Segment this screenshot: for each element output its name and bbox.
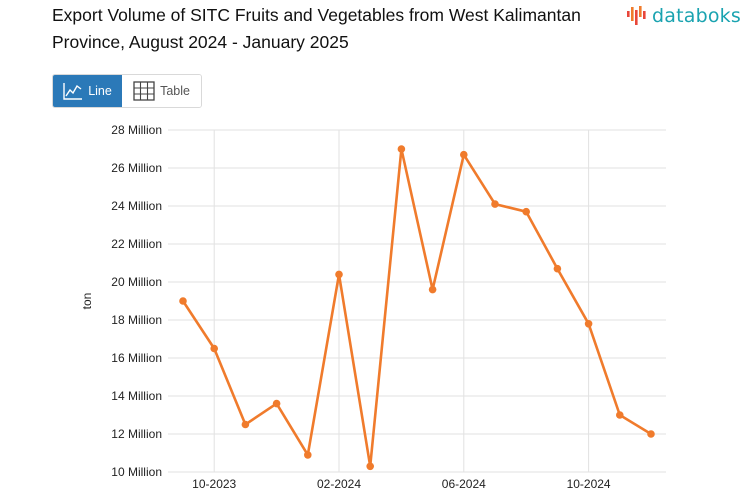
data-point[interactable]: [210, 344, 218, 353]
y-tick-label: 26 Million: [111, 161, 162, 175]
view-toggle: Line Table: [52, 74, 202, 108]
data-point[interactable]: [272, 399, 281, 408]
data-point[interactable]: [460, 150, 468, 159]
data-point[interactable]: [241, 420, 250, 429]
data-points: [179, 145, 655, 471]
y-tick-label: 22 Million: [111, 237, 162, 251]
data-point[interactable]: [491, 200, 499, 208]
x-axis: 10-2023 02-2024 06-2024 10-2024: [192, 477, 611, 491]
logo-text: databoks: [652, 5, 741, 27]
y-axis-label: ton: [80, 293, 94, 310]
data-point[interactable]: [366, 462, 375, 471]
y-axis: 10 Million 12 Million 14 Million 16 Million…: [111, 123, 162, 479]
line-view-button[interactable]: Line: [53, 75, 123, 107]
table-view-label: Table: [160, 84, 190, 98]
table-view-button[interactable]: Table: [122, 75, 201, 107]
line-chart-icon: [63, 83, 83, 100]
series-line: [181, 147, 652, 468]
data-point[interactable]: [616, 411, 624, 419]
data-point[interactable]: [647, 430, 655, 438]
y-tick-label: 18 Million: [111, 313, 162, 327]
y-tick-label: 14 Million: [111, 389, 162, 403]
data-point[interactable]: [179, 297, 187, 305]
y-tick-label: 24 Million: [111, 199, 162, 213]
x-tick-label: 02-2024: [317, 477, 361, 491]
data-point[interactable]: [397, 145, 406, 153]
data-point[interactable]: [553, 264, 562, 273]
data-point[interactable]: [522, 207, 530, 216]
y-tick-label: 28 Million: [111, 123, 162, 137]
data-point[interactable]: [428, 285, 437, 294]
x-tick-label: 10-2023: [192, 477, 236, 491]
data-point[interactable]: [304, 451, 312, 459]
logo-mark-icon: [627, 6, 646, 25]
y-tick-label: 20 Million: [111, 275, 162, 289]
y-tick-label: 10 Million: [111, 465, 162, 479]
chart-grid: [168, 129, 666, 473]
data-point[interactable]: [584, 320, 593, 328]
y-tick-label: 16 Million: [111, 351, 162, 365]
y-tick-label: 12 Million: [111, 427, 162, 441]
chart-title: Export Volume of SITC Fruits and Vegetab…: [52, 5, 581, 52]
x-tick-label: 06-2024: [442, 477, 486, 491]
line-view-label: Line: [88, 84, 112, 98]
x-tick-label: 10-2024: [567, 477, 611, 491]
data-point[interactable]: [335, 270, 343, 279]
table-grid-icon: [133, 81, 155, 101]
databoks-logo[interactable]: databoks: [626, 4, 741, 28]
